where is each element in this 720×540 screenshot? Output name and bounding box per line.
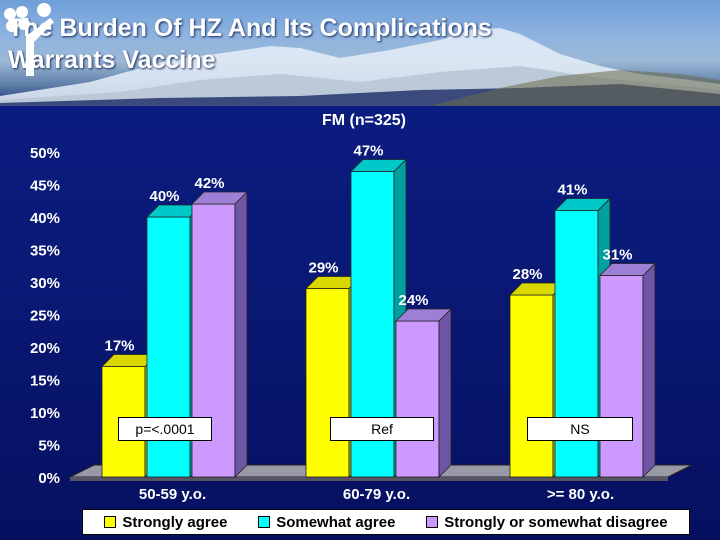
legend-item-somewhat-agree: Somewhat agree: [258, 514, 395, 531]
bar-side: [642, 262, 656, 478]
legend-swatch: [104, 516, 117, 528]
significance-annotation: p=<.0001: [118, 417, 212, 441]
bar-top: [395, 308, 452, 322]
bar: [395, 308, 452, 478]
bar-front: [599, 275, 644, 478]
legend-item-strongly-agree: Strongly agree: [104, 514, 227, 531]
y-tick-label: 15%: [30, 373, 60, 390]
x-category-label: 60-79 y.o.: [343, 486, 410, 503]
chart-title: FM (n=325): [322, 112, 406, 129]
legend-label: Somewhat agree: [276, 513, 396, 531]
significance-annotation: NS: [527, 417, 633, 441]
y-tick-label: 35%: [30, 243, 60, 260]
y-tick-label: 0%: [38, 470, 60, 487]
legend-label: Strongly or somewhat disagree: [444, 513, 668, 531]
legend-swatch: [426, 516, 439, 528]
y-tick-label: 20%: [30, 340, 60, 357]
bar-top: [554, 198, 611, 211]
y-tick-label: 50%: [30, 145, 60, 162]
bar: [599, 262, 656, 478]
data-label: 31%: [602, 247, 632, 264]
bar-front: [395, 320, 440, 478]
company-logo-icon: [4, 3, 54, 76]
data-label: 41%: [557, 182, 587, 199]
data-label: 29%: [308, 260, 338, 277]
mountain-background: [0, 28, 720, 106]
y-tick-label: 25%: [30, 308, 60, 325]
bar-top: [599, 263, 656, 276]
data-label: 24%: [398, 292, 428, 309]
x-category-label: >= 80 y.o.: [547, 486, 614, 503]
chart-legend: Strongly agree Somewhat agree Strongly o…: [82, 509, 690, 535]
y-tick-label: 45%: [30, 178, 60, 195]
y-tick-label: 10%: [30, 405, 60, 422]
bar-side: [438, 308, 452, 478]
data-label: 17%: [104, 338, 134, 355]
bar-side: [234, 191, 248, 478]
data-label: 42%: [194, 175, 224, 192]
chart-floor-edge: [70, 477, 668, 481]
bar-top: [191, 191, 248, 205]
data-label: 47%: [353, 143, 383, 160]
legend-swatch: [258, 516, 271, 528]
x-category-label: 50-59 y.o.: [139, 486, 206, 503]
header-banner: The Burden Of HZ And Its Complications W…: [0, 0, 720, 106]
slide-title: The Burden Of HZ And Its Complications W…: [8, 14, 492, 74]
legend-item-disagree: Strongly or somewhat disagree: [426, 513, 668, 531]
bar-top: [350, 159, 407, 172]
bar-front: [305, 288, 350, 478]
legend-label: Strongly agree: [122, 513, 228, 531]
y-tick-label: 5%: [38, 438, 60, 455]
bar-front: [509, 294, 554, 478]
y-tick-label: 30%: [30, 275, 60, 292]
y-tick-label: 40%: [30, 210, 60, 227]
data-label: 40%: [149, 188, 179, 205]
data-label: 28%: [512, 266, 542, 283]
significance-annotation: Ref: [330, 417, 434, 441]
